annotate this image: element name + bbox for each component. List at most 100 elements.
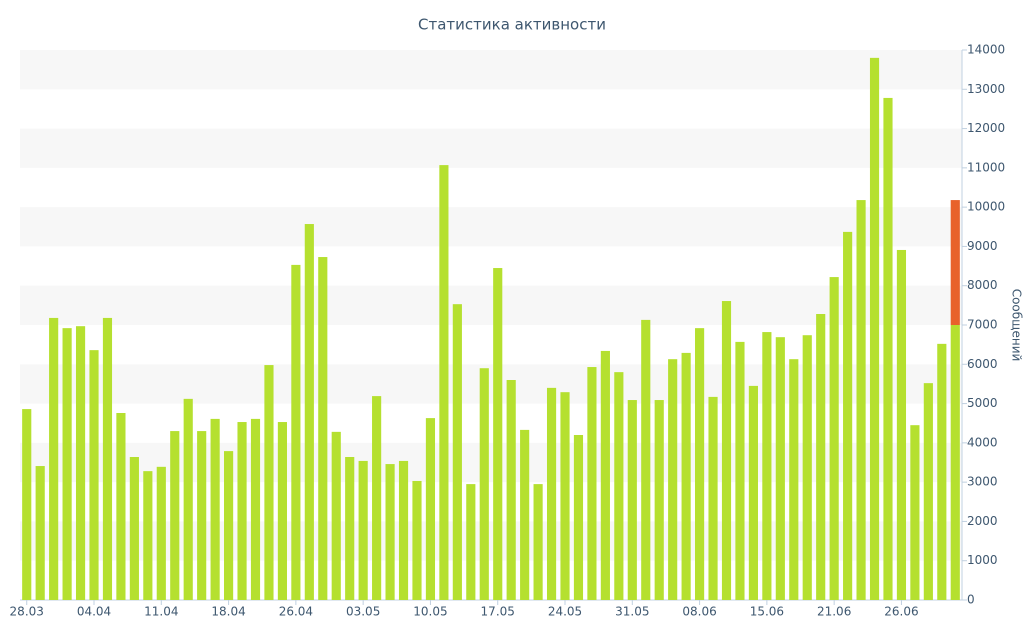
y-tick-label: 9000: [967, 239, 998, 253]
x-tick-label: 17.05: [481, 605, 515, 619]
bar: [183, 398, 193, 600]
x-tick-label: 11.04: [144, 605, 178, 619]
x-tick-label: 15.06: [750, 605, 784, 619]
bar: [452, 304, 462, 600]
bar: [520, 429, 530, 600]
bar: [775, 337, 785, 600]
x-tick-label: 08.06: [682, 605, 716, 619]
bar: [883, 97, 893, 600]
y-axis-label: Сообщений: [1010, 289, 1024, 362]
grid-band: [20, 50, 962, 90]
bar: [318, 257, 328, 600]
y-tick-label: 2000: [967, 514, 998, 528]
grid-band: [20, 285, 962, 325]
x-tick-label: 21.06: [817, 605, 851, 619]
bar: [721, 301, 732, 600]
bar: [156, 466, 166, 600]
bar: [237, 422, 247, 600]
bar: [708, 396, 718, 600]
x-tick-label: 10.05: [413, 605, 447, 619]
y-tick-label: 13000: [967, 82, 1005, 96]
x-tick-label: 31.05: [615, 605, 649, 619]
bar: [573, 435, 584, 600]
bar: [533, 484, 543, 600]
y-tick-label: 1000: [967, 553, 998, 567]
bar: [950, 200, 960, 325]
y-tick-label: 0: [967, 593, 975, 607]
bar: [143, 471, 153, 600]
bar: [802, 335, 812, 600]
y-tick-label: 5000: [967, 396, 998, 410]
bar: [668, 359, 678, 600]
bar: [116, 413, 126, 600]
y-tick-label: 3000: [967, 475, 998, 489]
bar: [277, 422, 287, 600]
x-tick-label: 03.05: [346, 605, 380, 619]
bar: [923, 383, 933, 600]
grid-band: [20, 128, 962, 168]
x-tick-label: 26.06: [884, 605, 918, 619]
bar: [331, 431, 341, 600]
bar: [735, 341, 745, 600]
bar: [748, 385, 758, 600]
bar: [681, 352, 691, 600]
bar: [937, 343, 947, 600]
chart-title: Статистика активности: [418, 16, 606, 34]
bar: [439, 165, 449, 600]
x-tick-label: 26.04: [279, 605, 313, 619]
bar: [398, 460, 409, 600]
bar: [210, 418, 220, 600]
bar: [896, 249, 907, 600]
bar: [358, 460, 368, 600]
y-tick-label: 12000: [967, 121, 1005, 135]
bar: [829, 277, 839, 600]
x-tick-label: 18.04: [211, 605, 245, 619]
bar: [385, 464, 395, 600]
bar: [291, 264, 301, 600]
bar: [22, 409, 32, 600]
bar: [600, 350, 610, 600]
bar: [789, 359, 799, 600]
x-tick-label: 04.04: [77, 605, 111, 619]
bar: [654, 400, 664, 600]
bar: [695, 328, 705, 600]
bar: [345, 457, 355, 600]
y-tick-label: 8000: [967, 278, 998, 292]
bar: [372, 396, 382, 600]
y-tick-label: 4000: [967, 435, 998, 449]
bar: [816, 314, 826, 600]
bar: [62, 328, 72, 600]
bar: [856, 200, 866, 601]
bar: [89, 350, 99, 600]
y-tick-label: 14000: [967, 43, 1005, 57]
bar: [197, 431, 207, 600]
x-tick-label: 28.03: [10, 605, 44, 619]
bar: [170, 431, 180, 600]
bar: [641, 319, 651, 600]
grid-band: [20, 207, 962, 247]
bar: [304, 224, 314, 601]
bar: [224, 451, 234, 600]
bar: [264, 365, 274, 600]
bar: [560, 392, 570, 600]
bar: [250, 418, 261, 600]
y-tick-label: 7000: [967, 318, 998, 332]
bar: [49, 317, 59, 600]
y-tick-label: 11000: [967, 160, 1005, 174]
bar: [425, 418, 436, 600]
bar: [35, 466, 45, 600]
bar: [950, 325, 960, 600]
bar: [627, 400, 637, 600]
bar: [75, 326, 86, 600]
bar: [412, 480, 422, 600]
bar: [546, 387, 557, 600]
bar: [466, 484, 476, 600]
y-tick-label: 10000: [967, 200, 1005, 214]
bar: [102, 317, 113, 600]
bar: [614, 372, 624, 600]
bar: [479, 368, 489, 600]
bar: [910, 425, 920, 600]
bar: [506, 380, 516, 600]
bar: [129, 457, 139, 600]
